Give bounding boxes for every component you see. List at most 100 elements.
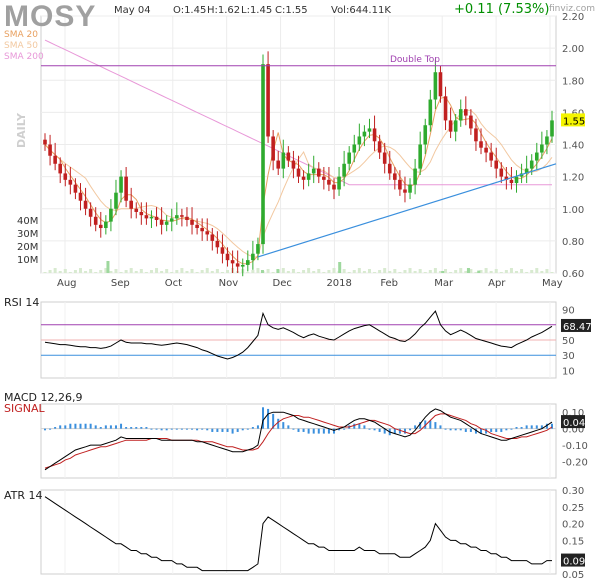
candle-body — [129, 200, 133, 209]
volume-bar — [418, 269, 422, 273]
month-label: 2018 — [326, 278, 351, 289]
volume-bar — [43, 272, 47, 273]
candle-body — [377, 141, 382, 153]
double-top-label: Double Top — [390, 55, 440, 65]
volume-bar — [210, 271, 214, 273]
volume-bar — [302, 270, 306, 273]
volume-bar — [459, 268, 463, 273]
volume-bar — [94, 272, 98, 273]
volume-bar — [246, 272, 250, 273]
candle-body — [43, 139, 47, 145]
macd-histogram-bar — [185, 428, 188, 430]
macd-histogram-bar — [424, 420, 427, 429]
rsi-line — [44, 310, 553, 360]
candle-body — [220, 247, 225, 254]
candle-body — [408, 184, 412, 193]
volume-tick-label: 10M — [17, 255, 38, 266]
macd-histogram-bar — [383, 428, 386, 434]
macd-histogram-bar — [398, 428, 401, 434]
macd-histogram-bar — [125, 427, 128, 429]
candle-body — [159, 219, 164, 225]
volume-bar — [413, 271, 417, 273]
volume-spike — [106, 261, 110, 273]
month-label: Dec — [273, 278, 292, 289]
volume-bar — [78, 268, 82, 273]
month-label: Mar — [434, 278, 454, 289]
candle-body — [53, 155, 57, 164]
macd-histogram-bar — [206, 428, 209, 431]
candle-body — [200, 228, 204, 232]
volume-bar — [114, 269, 118, 273]
month-label: Feb — [380, 278, 398, 289]
volume-bar — [322, 272, 326, 273]
volume-bar — [388, 271, 392, 273]
macd-histogram-bar — [236, 428, 239, 432]
candle-body — [484, 147, 488, 153]
support-trendline — [257, 163, 557, 258]
candle-body — [251, 253, 255, 261]
volume-bar — [160, 271, 164, 273]
candle-body — [382, 152, 387, 164]
volume-spike — [441, 271, 445, 273]
candle-body — [63, 173, 68, 180]
candle-body — [316, 168, 321, 177]
candle-body — [327, 179, 331, 185]
macd-histogram-bar — [79, 423, 82, 429]
month-label: Sep — [111, 278, 130, 289]
month-label: May — [542, 278, 563, 289]
candle-body — [68, 179, 73, 185]
volume-bar — [489, 271, 493, 273]
rsi-value-label: 68.47 — [563, 322, 592, 333]
brand-watermark[interactable]: finviz.com — [549, 4, 596, 14]
candle-body — [448, 120, 453, 132]
macd-tick-label: 0.00 — [562, 425, 584, 436]
candle-body — [230, 260, 235, 264]
volume-bar — [226, 270, 230, 273]
macd-histogram-bar — [94, 425, 97, 429]
candle-body — [540, 144, 544, 153]
macd-histogram-bar — [201, 428, 204, 430]
candle-body — [235, 263, 240, 267]
macd-value-tag — [561, 415, 585, 429]
candle-body — [332, 184, 336, 190]
volume-bar — [332, 268, 336, 273]
volume-bar — [139, 269, 143, 273]
macd-histogram-bar — [317, 428, 320, 434]
candle-body — [322, 176, 326, 180]
candle-body — [276, 160, 281, 169]
legend-sma200: SMA 200 — [4, 52, 44, 62]
candle-body — [281, 152, 286, 169]
volume-bar — [535, 268, 539, 273]
candle-body — [256, 244, 260, 254]
macd-histogram-bar — [191, 428, 194, 430]
candle-body — [529, 160, 534, 169]
macd-histogram-bar — [535, 425, 538, 429]
macd-histogram-bar — [287, 425, 290, 429]
high-value: H:1.62 — [207, 5, 241, 16]
volume-spike — [260, 270, 264, 273]
macd-histogram-bar — [84, 423, 87, 429]
volume-bar — [499, 272, 503, 273]
candle-body — [144, 215, 149, 219]
ticker-symbol[interactable]: MOSY — [4, 0, 97, 33]
macd-histogram-bar — [231, 428, 234, 434]
volume-bar — [109, 271, 113, 273]
macd-histogram-bar — [403, 428, 406, 434]
candle-body — [393, 173, 397, 180]
volume-bar — [474, 272, 478, 273]
volume-bar — [170, 272, 174, 273]
macd-histogram-bar — [469, 428, 472, 432]
candle-body — [149, 216, 154, 219]
candle-body — [301, 176, 306, 180]
candle-body — [367, 128, 372, 132]
candle-body — [190, 219, 194, 225]
candle-body — [494, 160, 499, 169]
volume-bar — [454, 270, 458, 273]
atr-value-tag — [561, 553, 585, 567]
volume-tick-label: 20M — [17, 242, 38, 253]
candle-body — [469, 115, 473, 129]
candle-body — [134, 208, 139, 212]
candle-body — [139, 211, 144, 216]
volume-bar — [58, 271, 62, 273]
